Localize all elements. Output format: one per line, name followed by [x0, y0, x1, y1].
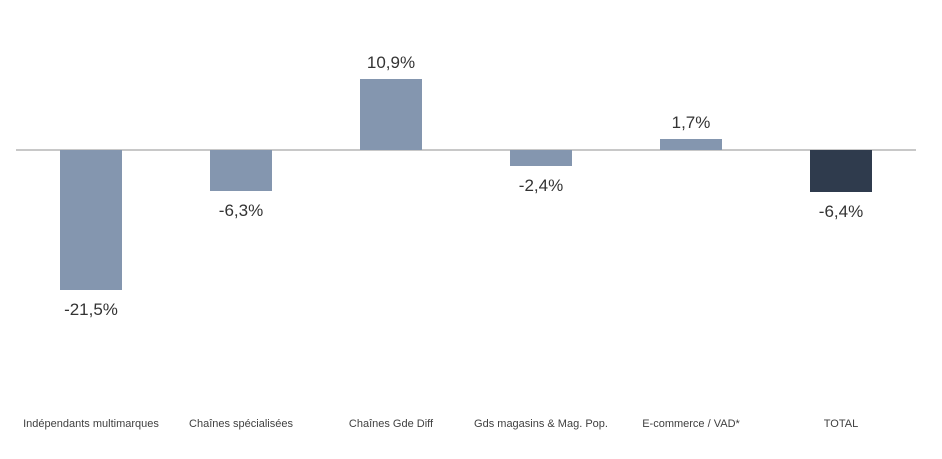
bar: [210, 150, 272, 191]
category-label: TOTAL: [823, 418, 859, 430]
bar: [510, 150, 572, 166]
bar: [660, 139, 722, 150]
value-label: 10,9%: [366, 53, 416, 72]
category-label: Gds magasins & Mag. Pop.: [474, 418, 608, 430]
value-label: 1,7%: [671, 113, 711, 132]
bar: [60, 150, 122, 290]
value-label: -6,4%: [818, 202, 864, 221]
category-label: E-commerce / VAD*: [642, 418, 740, 430]
bar: [360, 79, 422, 150]
zero-axis-line: [16, 149, 916, 151]
value-label: -6,3%: [218, 201, 264, 220]
category-label: Indépendants multimarques: [23, 418, 159, 430]
value-label: -2,4%: [518, 176, 564, 195]
bar-total: [810, 150, 872, 192]
category-label: Chaînes Gde Diff: [348, 418, 434, 430]
category-label: Chaînes spécialisées: [189, 418, 293, 430]
value-label: -21,5%: [64, 300, 118, 319]
